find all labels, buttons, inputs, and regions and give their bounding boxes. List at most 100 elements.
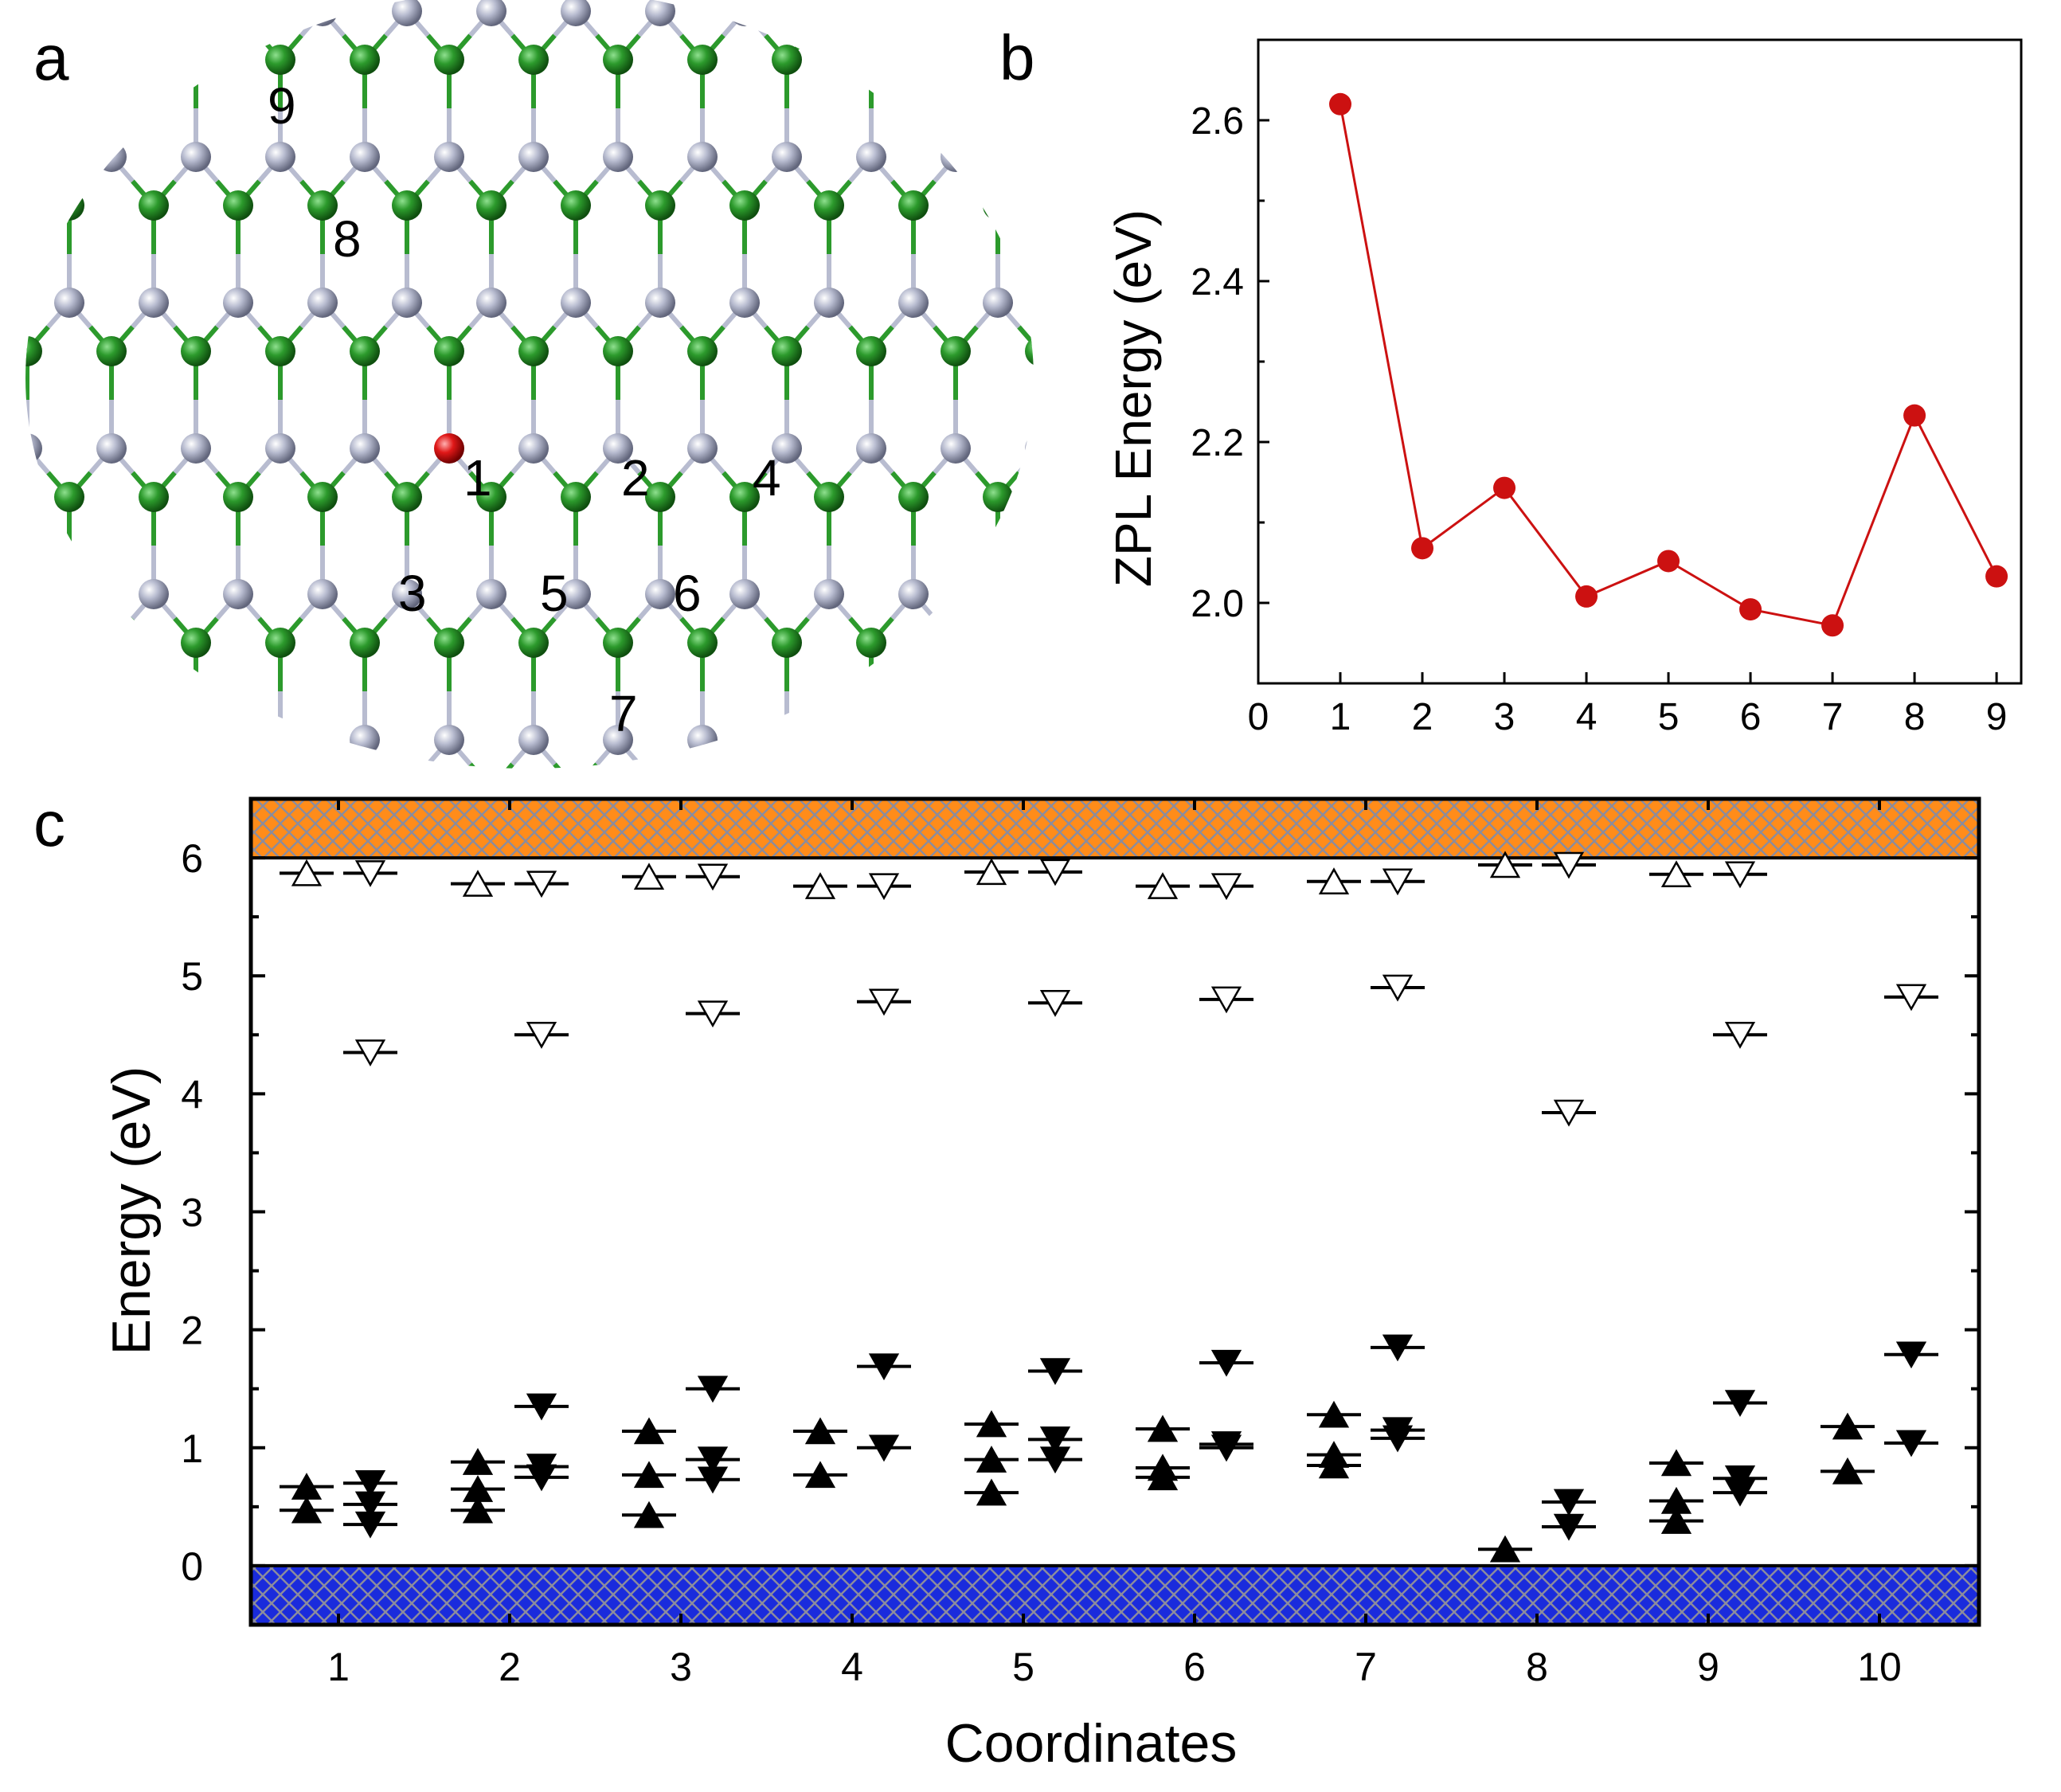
boron-atom bbox=[181, 336, 211, 366]
energy-x-tick-label: 4 bbox=[841, 1645, 863, 1689]
zpl-x-tick-label: 6 bbox=[1740, 696, 1762, 738]
bond-half-n bbox=[953, 738, 979, 766]
nitrogen-atom bbox=[645, 579, 675, 609]
bond-half-n bbox=[449, 1031, 471, 1056]
boron-atom bbox=[941, 336, 971, 366]
nitrogen-atom bbox=[518, 433, 549, 464]
boron-atom bbox=[772, 628, 802, 658]
nitrogen-atom bbox=[265, 433, 295, 464]
boron-atom bbox=[1025, 336, 1034, 366]
nitrogen-atom bbox=[181, 725, 211, 755]
bond-half-b bbox=[1082, 182, 1104, 206]
boron-atom bbox=[772, 1211, 802, 1241]
nitrogen-atom bbox=[1152, 0, 1182, 26]
bond-half-b bbox=[344, 910, 366, 935]
bond-half-b bbox=[238, 1056, 260, 1081]
boron-atom bbox=[434, 628, 464, 658]
nitrogen-atom bbox=[476, 288, 506, 318]
boron-atom bbox=[350, 628, 380, 658]
boron-atom bbox=[561, 190, 591, 221]
unoccupied-spin-up-marker bbox=[291, 859, 323, 886]
bond-half-n bbox=[302, 1177, 323, 1202]
bond-half-n bbox=[0, 11, 6, 36]
nitrogen-atom bbox=[941, 142, 971, 172]
nitrogen-atom bbox=[772, 1308, 802, 1338]
bond-half-b bbox=[513, 910, 534, 935]
occupied-spin-up-marker bbox=[633, 1501, 665, 1528]
bond-half-n bbox=[1040, 448, 1062, 473]
occupied-spin-down-marker bbox=[1039, 1358, 1071, 1386]
bond-half-n bbox=[27, 1323, 49, 1348]
unoccupied-spin-down-marker bbox=[697, 1000, 729, 1028]
nitrogen-atom bbox=[1025, 433, 1034, 464]
occupied-spin-down-marker bbox=[1724, 1465, 1756, 1493]
boron-atom bbox=[54, 190, 84, 221]
bond-half-n bbox=[1082, 11, 1104, 36]
bond-half-b bbox=[956, 1202, 977, 1227]
bond-half-n bbox=[808, 1177, 830, 1202]
bond-half-b bbox=[911, 762, 937, 769]
bond-half-n bbox=[151, 10, 177, 37]
bond-half-n bbox=[534, 1323, 555, 1348]
energy-level-chart: 0 1 2 3 4 5 6 1 2 3 4 5 6 7 8 9 10 Coordinates Energy (e… bbox=[101, 796, 1981, 1774]
occupied-spin-up-marker bbox=[1147, 1454, 1179, 1481]
bond-half-b bbox=[639, 1056, 661, 1081]
bond-half-n bbox=[871, 1031, 893, 1056]
bond-half-b bbox=[998, 1056, 1019, 1081]
nitrogen-atom bbox=[54, 871, 84, 901]
bond-half-b bbox=[49, 1348, 70, 1372]
bond-half-n bbox=[1124, 1323, 1146, 1348]
nitrogen-atom bbox=[518, 725, 549, 755]
nitrogen-atom bbox=[1067, 1162, 1097, 1192]
bond-half-n bbox=[935, 1323, 956, 1348]
nitrogen-atom bbox=[434, 725, 464, 755]
boron-atom bbox=[645, 1065, 675, 1095]
nitrogen-atom bbox=[729, 1162, 760, 1192]
bond-half-b bbox=[365, 910, 386, 935]
occupied-spin-up-marker bbox=[1147, 1414, 1179, 1442]
bond-half-n bbox=[787, 1323, 808, 1348]
boron-atom bbox=[856, 919, 886, 949]
nitrogen-atom bbox=[265, 142, 295, 172]
nitrogen-atom bbox=[645, 1162, 675, 1192]
nitrogen-atom bbox=[139, 0, 169, 26]
nitrogen-atom bbox=[350, 1308, 380, 1338]
energy-x-tick-label: 6 bbox=[1183, 1645, 1206, 1689]
bond-half-n bbox=[1040, 1031, 1062, 1056]
bond-half-b bbox=[407, 1056, 428, 1081]
bond-half-b bbox=[386, 1348, 408, 1372]
bond-half-n bbox=[260, 1031, 281, 1056]
bond-half-n bbox=[25, 738, 50, 766]
energy-x-tick-label: 2 bbox=[499, 1645, 521, 1689]
bond-half-b bbox=[88, 33, 114, 61]
bond-half-b bbox=[851, 1202, 872, 1227]
zpl-data-point bbox=[1329, 92, 1352, 115]
energy-y-tick-label: 6 bbox=[181, 836, 203, 881]
bond-half-n bbox=[851, 1323, 872, 1348]
boron-atom bbox=[983, 190, 1013, 221]
boron-atom bbox=[139, 190, 169, 221]
bond-half-b bbox=[808, 1348, 830, 1372]
bond-half-n bbox=[217, 886, 239, 910]
boron-atom bbox=[898, 1065, 929, 1095]
bond-half-b bbox=[131, 762, 156, 769]
panel-label-b: b bbox=[999, 22, 1035, 93]
boron-atom bbox=[983, 482, 1013, 512]
bond-half-n bbox=[67, 593, 92, 620]
bond-half-n bbox=[702, 1031, 724, 1056]
bond-half-n bbox=[6, 1031, 28, 1056]
nitrogen-atom bbox=[476, 0, 506, 26]
occupied-spin-up-marker bbox=[1660, 1449, 1692, 1477]
zpl-tick-labels: 0 1 2 3 4 5 6 7 8 9 2.0 2.2 2.4 2.6 bbox=[1191, 100, 2007, 738]
nitrogen-atom bbox=[518, 1308, 549, 1338]
boron-atom bbox=[307, 482, 338, 512]
boron-atom bbox=[687, 1211, 718, 1241]
bond-half-b bbox=[513, 1202, 534, 1227]
nitrogen-atom bbox=[139, 288, 169, 318]
nitrogen-atom bbox=[1067, 871, 1097, 901]
nitrogen-atom bbox=[181, 433, 211, 464]
bond-half-b bbox=[871, 1202, 893, 1227]
site-label-4: 4 bbox=[753, 449, 781, 507]
zpl-x-tick-label: 1 bbox=[1330, 696, 1351, 738]
lattice-atoms bbox=[25, 0, 1182, 1338]
